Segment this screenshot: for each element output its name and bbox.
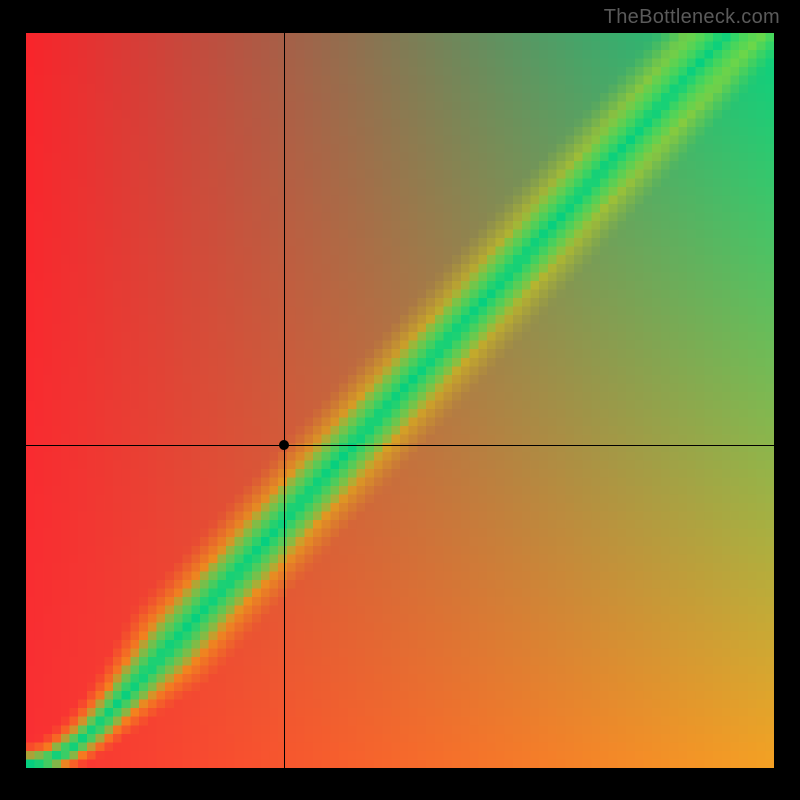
crosshair-vertical <box>284 33 285 768</box>
crosshair-marker <box>279 440 289 450</box>
outer-frame: TheBottleneck.com <box>0 0 800 800</box>
crosshair-horizontal <box>26 445 774 446</box>
bottleneck-heatmap <box>26 33 774 768</box>
watermark-text: TheBottleneck.com <box>604 6 780 29</box>
